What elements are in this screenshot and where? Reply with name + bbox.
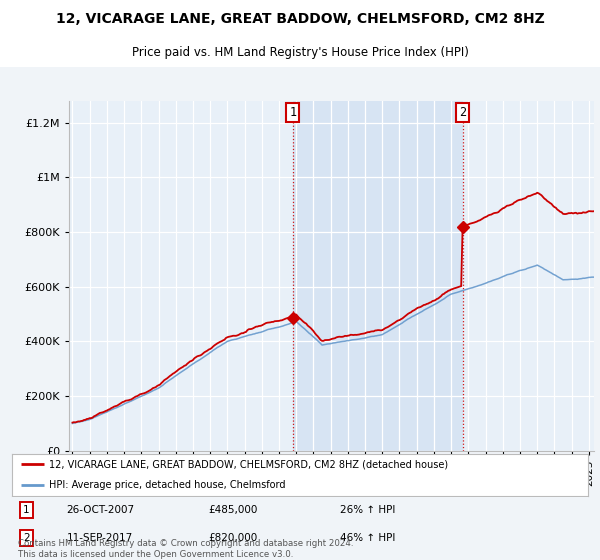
Text: 26-OCT-2007: 26-OCT-2007	[67, 505, 135, 515]
Text: £820,000: £820,000	[208, 533, 257, 543]
Text: Contains HM Land Registry data © Crown copyright and database right 2024.
This d: Contains HM Land Registry data © Crown c…	[18, 539, 353, 559]
Text: 2: 2	[23, 533, 30, 543]
Text: 26% ↑ HPI: 26% ↑ HPI	[340, 505, 395, 515]
Text: 12, VICARAGE LANE, GREAT BADDOW, CHELMSFORD, CM2 8HZ: 12, VICARAGE LANE, GREAT BADDOW, CHELMSF…	[56, 12, 544, 26]
Text: 46% ↑ HPI: 46% ↑ HPI	[340, 533, 395, 543]
Text: £485,000: £485,000	[208, 505, 257, 515]
Text: 1: 1	[289, 106, 296, 119]
Bar	[293, 101, 463, 451]
Text: 11-SEP-2017: 11-SEP-2017	[67, 533, 133, 543]
Text: 1: 1	[23, 505, 30, 515]
Text: HPI: Average price, detached house, Chelmsford: HPI: Average price, detached house, Chel…	[49, 480, 286, 490]
Text: 12, VICARAGE LANE, GREAT BADDOW, CHELMSFORD, CM2 8HZ (detached house): 12, VICARAGE LANE, GREAT BADDOW, CHELMSF…	[49, 459, 449, 469]
Text: Price paid vs. HM Land Registry's House Price Index (HPI): Price paid vs. HM Land Registry's House …	[131, 46, 469, 59]
Text: 2: 2	[459, 106, 466, 119]
